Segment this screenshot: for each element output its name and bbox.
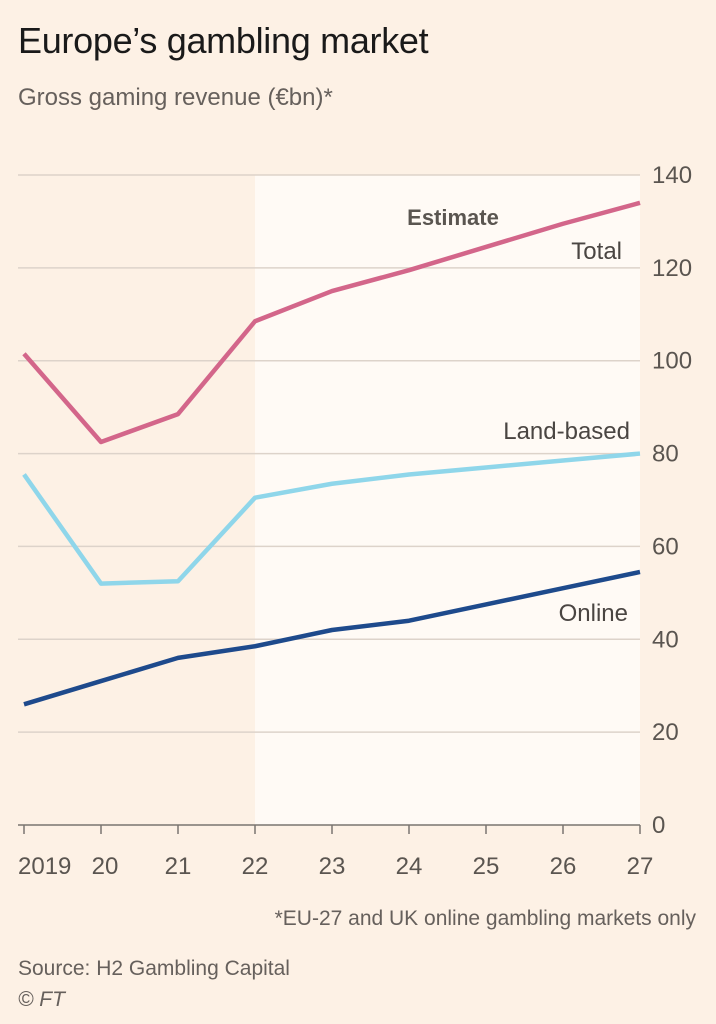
y-tick-label: 0 bbox=[652, 812, 665, 839]
series-label-online: Online bbox=[559, 600, 628, 627]
series-line-online bbox=[23, 569, 641, 707]
series-line-land-based bbox=[22, 451, 641, 586]
y-tick-label: 40 bbox=[652, 626, 679, 653]
series-line-total bbox=[22, 200, 641, 445]
y-tick-label: 20 bbox=[652, 719, 679, 746]
source-note: Source: H2 Gambling Capital bbox=[18, 957, 290, 980]
y-tick-label: 100 bbox=[652, 348, 692, 375]
y-tick-label: 120 bbox=[652, 255, 692, 282]
x-tick-label: 20 bbox=[92, 853, 119, 880]
x-tick-label: 22 bbox=[242, 853, 269, 880]
chart-title: Europe’s gambling market bbox=[18, 20, 429, 61]
y-tick-label: 60 bbox=[652, 533, 679, 560]
x-tick-label: 23 bbox=[319, 853, 346, 880]
x-tick-label: 2019 bbox=[18, 853, 71, 880]
x-tick-label: 27 bbox=[627, 853, 654, 880]
y-tick-label: 80 bbox=[652, 441, 679, 468]
x-tick-label: 25 bbox=[473, 853, 500, 880]
y-tick-label: 140 bbox=[652, 162, 692, 189]
credit: © FT bbox=[18, 988, 65, 1011]
series-label-land-based: Land-based bbox=[503, 418, 630, 445]
estimate-label: Estimate bbox=[407, 205, 499, 230]
x-tick-label: 26 bbox=[550, 853, 577, 880]
x-tick-label: 21 bbox=[165, 853, 192, 880]
series-label-total: Total bbox=[571, 238, 622, 265]
footnote: *EU-27 and UK online gambling markets on… bbox=[274, 907, 696, 930]
estimate-region bbox=[255, 175, 640, 825]
chart-subtitle: Gross gaming revenue (€bn)* bbox=[18, 84, 333, 111]
x-tick-label: 24 bbox=[396, 853, 423, 880]
